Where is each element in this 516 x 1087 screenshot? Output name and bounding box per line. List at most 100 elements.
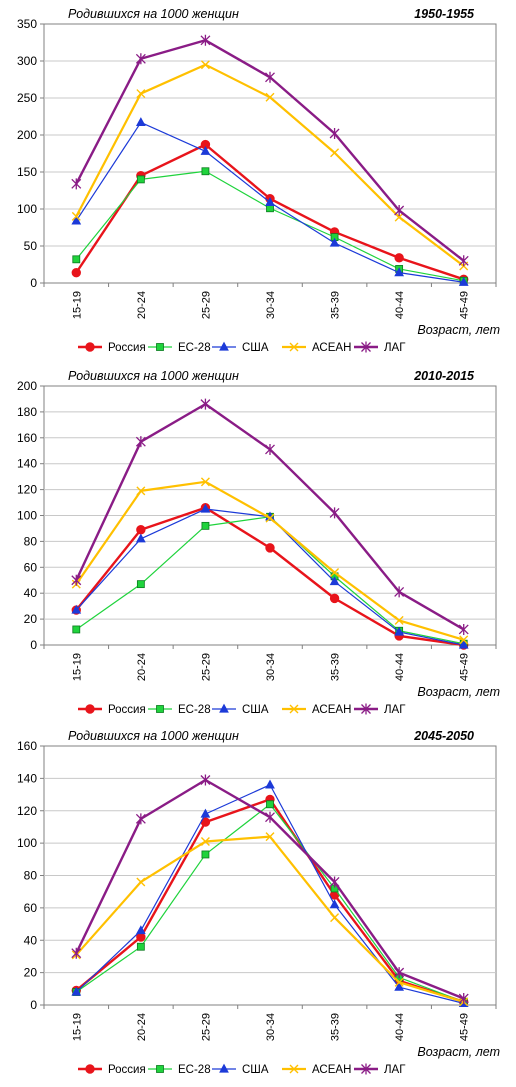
x-tick-label: 35-39	[330, 291, 342, 319]
x-tick-label: 30-34	[265, 1013, 277, 1041]
series-2	[71, 117, 469, 286]
data-point	[135, 533, 146, 543]
data-point	[265, 443, 275, 455]
x-tick-label: 30-34	[265, 291, 277, 319]
x-tick-label: 40-44	[394, 291, 406, 319]
data-point	[71, 211, 81, 221]
data-point	[201, 850, 210, 859]
data-point	[330, 148, 340, 158]
x-tick-label: 25-29	[200, 653, 212, 681]
y-tick-label: 120	[17, 804, 37, 818]
data-point	[201, 167, 210, 176]
data-point	[265, 71, 275, 83]
data-point	[135, 117, 146, 127]
x-tick-label: 45-49	[459, 1013, 471, 1041]
data-point	[329, 576, 340, 586]
legend-label: ЛАГ	[384, 704, 406, 716]
legend-label: ЕС-28	[178, 342, 211, 354]
data-point	[136, 877, 146, 887]
chart-title: 1950-1955	[414, 7, 475, 21]
x-tick-label: 35-39	[330, 653, 342, 681]
x-tick-label: 15-19	[71, 291, 83, 319]
data-point	[200, 398, 211, 410]
chart-panel-2: 0 20 40 60 80 100 120 140 160 180 200 15-19 20-24 25-…	[0, 362, 516, 722]
data-point	[329, 128, 340, 140]
legend-label: АСЕАН	[312, 704, 351, 716]
data-point	[394, 626, 405, 636]
y-tick-label: 60	[24, 560, 38, 574]
y-tick-label: 40	[24, 933, 38, 947]
legend-label: ЕС-28	[178, 1064, 211, 1076]
chart-subtitle: Родившихся на 1000 женщин	[68, 369, 239, 383]
x-tick-label: 20-24	[136, 1013, 148, 1041]
legend-label: ЛАГ	[384, 342, 406, 354]
data-point	[394, 267, 405, 277]
plot-area	[43, 23, 497, 284]
data-point	[72, 625, 81, 634]
chart-title: 2045-2050	[413, 729, 474, 743]
legend-label: ЛАГ	[384, 1064, 406, 1076]
data-point	[265, 811, 275, 823]
data-point	[459, 635, 469, 645]
series-4	[71, 34, 469, 267]
y-tick-label: 80	[24, 869, 38, 883]
data-point	[71, 986, 82, 996]
legend-marker	[361, 1063, 371, 1075]
data-point	[330, 913, 340, 923]
legend-marker	[85, 342, 95, 352]
data-point	[200, 808, 211, 818]
data-point	[265, 779, 275, 789]
legend-label: США	[242, 704, 269, 716]
legend-marker	[85, 1064, 95, 1074]
y-tick-label: 20	[24, 612, 38, 626]
y-tick-label: 300	[17, 54, 37, 68]
data-point	[394, 253, 404, 263]
y-tick-label: 0	[30, 998, 37, 1012]
series-4	[71, 398, 469, 635]
data-point	[200, 60, 210, 70]
legend-marker	[289, 704, 299, 714]
data-point	[200, 145, 211, 155]
data-point	[135, 436, 146, 448]
chart-panel-1: 0 50 100 150 200 250 300 350 15-19 20-24 25-29 30-3…	[0, 0, 516, 360]
data-point	[200, 503, 211, 513]
y-tick-label: 140	[17, 771, 37, 785]
legend-label: ЕС-28	[178, 704, 211, 716]
legend-label: Россия	[108, 1064, 146, 1076]
chart-title: 2010-2015	[413, 369, 475, 383]
data-point	[135, 813, 146, 825]
data-point	[458, 255, 469, 267]
data-point	[71, 574, 82, 586]
x-tick-label: 15-19	[71, 1013, 83, 1041]
data-point	[394, 981, 405, 991]
data-point	[71, 947, 82, 959]
data-point	[135, 53, 146, 65]
y-tick-label: 40	[24, 586, 38, 600]
data-point	[329, 237, 340, 247]
data-point	[330, 567, 340, 577]
data-point	[265, 543, 275, 553]
y-tick-label: 50	[24, 239, 38, 253]
chart-subtitle: Родившихся на 1000 женщин	[68, 7, 239, 21]
y-tick-label: 250	[17, 91, 37, 105]
chart-panel-3: 0 20 40 60 80 100 120 140 160 15-19 20-24 25-29 30-3…	[0, 722, 516, 1082]
data-point	[136, 486, 146, 496]
chart-1950-1955: 0 50 100 150 200 250 300 350 15-19 20-24 25-29 30-3…	[17, 7, 500, 354]
x-tick-label: 25-29	[200, 291, 212, 319]
data-point	[200, 477, 210, 487]
data-point	[329, 899, 340, 909]
legend-label: Россия	[108, 342, 146, 354]
y-tick-label: 200	[17, 379, 37, 393]
data-point	[136, 580, 145, 589]
data-point	[200, 34, 211, 46]
y-tick-label: 200	[17, 128, 37, 142]
series-3	[71, 477, 469, 645]
legend-marker	[289, 342, 299, 352]
data-point	[265, 197, 275, 206]
x-tick-label: 30-34	[265, 653, 277, 681]
data-point	[201, 521, 210, 530]
data-point	[329, 507, 340, 519]
y-tick-label: 0	[30, 638, 37, 652]
data-point	[394, 586, 405, 598]
x-axis-label: Возраст, лет	[417, 323, 500, 337]
